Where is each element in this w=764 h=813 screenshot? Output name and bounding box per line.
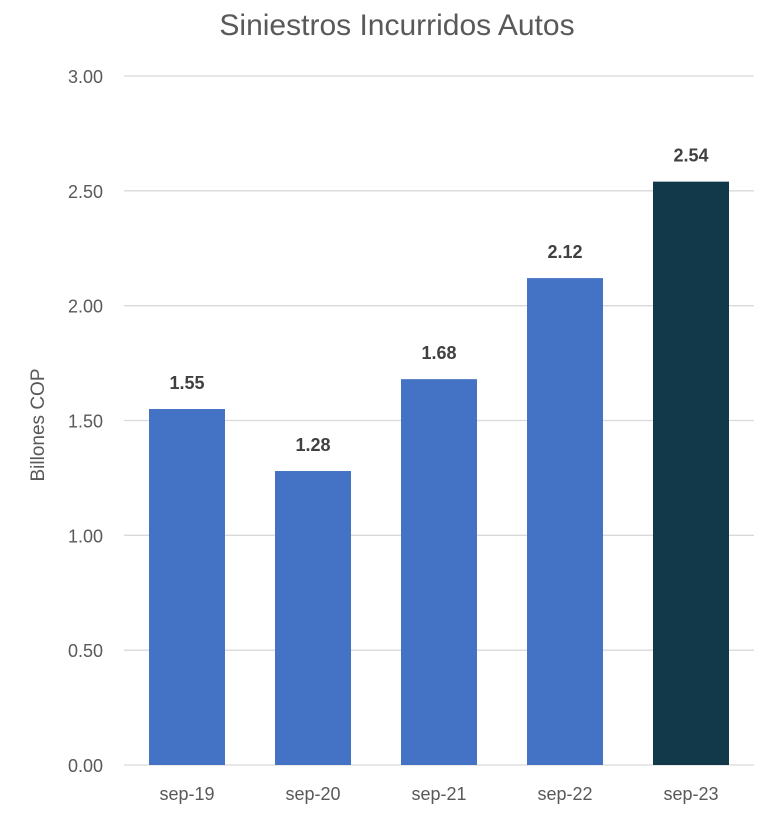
y-tick-label: 0.50 (68, 641, 103, 661)
bars (149, 181, 729, 765)
data-label: 1.55 (169, 373, 204, 393)
data-label: 1.28 (295, 435, 330, 455)
y-tick-label: 0.00 (68, 756, 103, 776)
x-axis-ticks: sep-19 sep-20 sep-21 sep-22 sep-23 (159, 784, 718, 804)
y-tick-label: 2.50 (68, 182, 103, 202)
bar-sep-22 (527, 278, 603, 765)
bar-sep-21 (401, 379, 477, 765)
y-tick-label: 2.00 (68, 297, 103, 317)
x-tick-label: sep-22 (537, 784, 592, 804)
y-axis-label: Billones COP (28, 369, 49, 482)
bar-sep-23 (653, 181, 729, 765)
data-label: 2.12 (547, 242, 582, 262)
y-axis-ticks: 0.00 0.50 1.00 1.50 2.00 2.50 3.00 (68, 67, 103, 776)
x-tick-label: sep-23 (663, 784, 718, 804)
y-tick-label: 1.00 (68, 526, 103, 546)
bar-sep-19 (149, 409, 225, 765)
y-tick-label: 1.50 (68, 412, 103, 432)
y-tick-label: 3.00 (68, 67, 103, 87)
chart-title: Siniestros Incurridos Autos (219, 9, 574, 42)
x-tick-label: sep-19 (159, 784, 214, 804)
data-label: 1.68 (421, 343, 456, 363)
data-label: 2.54 (673, 146, 708, 166)
x-tick-label: sep-20 (285, 784, 340, 804)
data-labels: 1.55 1.28 1.68 2.12 2.54 (169, 146, 708, 455)
bar-sep-20 (275, 471, 351, 765)
x-tick-label: sep-21 (411, 784, 466, 804)
